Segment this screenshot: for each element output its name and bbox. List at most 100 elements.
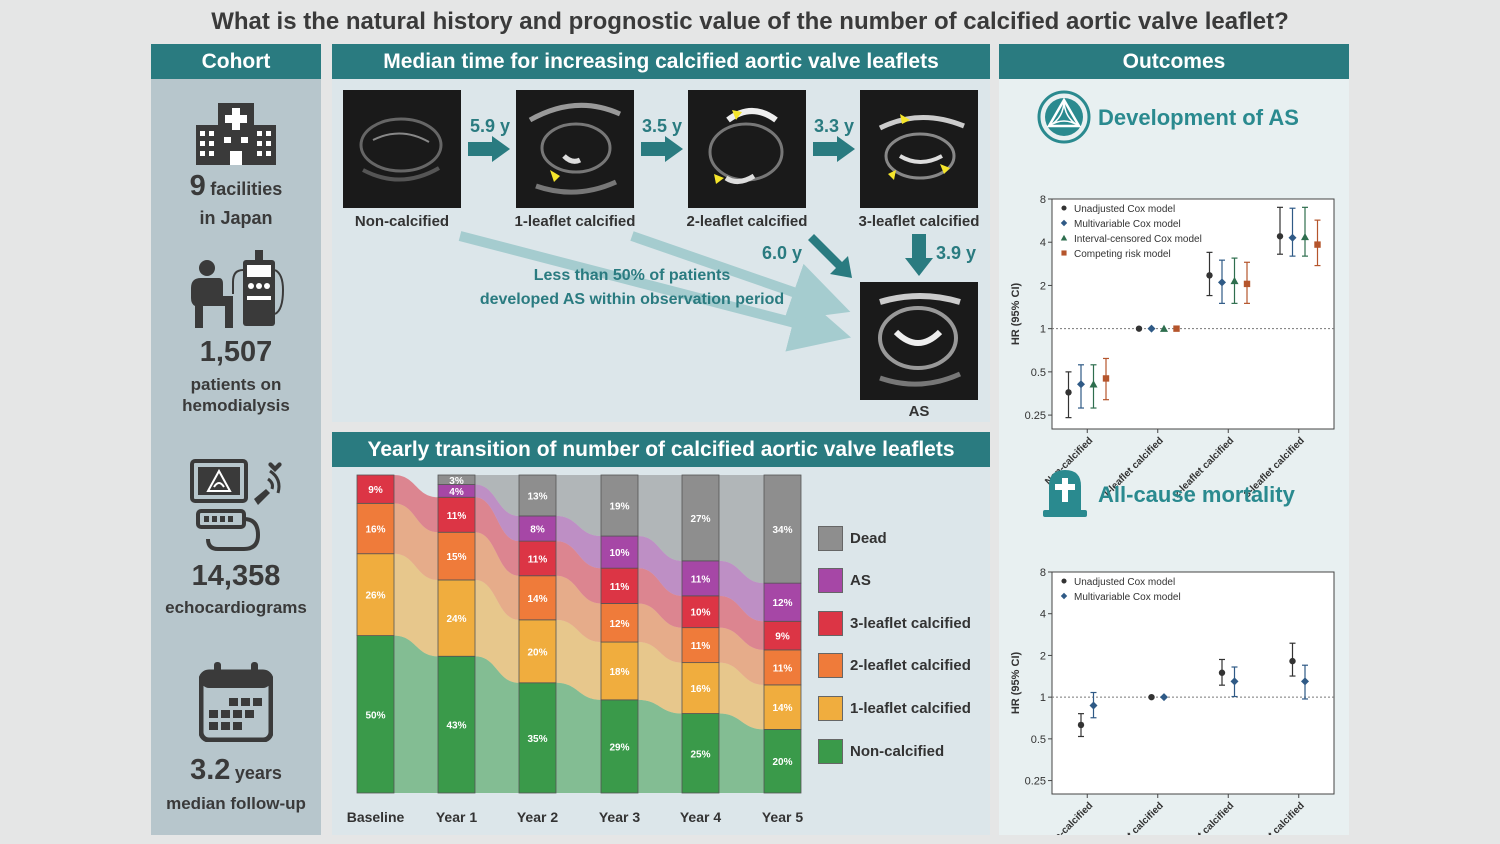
flow-0-1 (394, 553, 438, 657)
bar-segment-3-4 (600, 535, 639, 569)
as-legend-marker-2 (1060, 234, 1068, 241)
segment-label-3-3: 11% (610, 582, 630, 593)
time-label-0-1: 5.9 y (470, 116, 511, 136)
legend-item-5: Non-calcified (818, 737, 944, 765)
note-line-2: developed AS within observation period (479, 291, 785, 308)
mort-legend-marker-1 (1060, 592, 1068, 600)
mortality-outcome-title: All-cause mortality (1098, 482, 1295, 507)
mort-point-0-3 (1289, 657, 1296, 665)
yearly-header: Yearly transition of number of calcified… (332, 432, 990, 467)
flow-4-2 (719, 627, 764, 685)
legend-label-2: 3-leaflet calcified (850, 614, 971, 632)
bar-segment-4-4 (681, 560, 720, 597)
as-ytick-label-5: 8 (1040, 194, 1046, 206)
segment-label-5-2: 11% (773, 663, 793, 674)
legend-label-0: Dead (850, 529, 887, 547)
note-line-1: Less than 50% of patients (533, 267, 731, 284)
stage-label-0: Non-calcified (354, 213, 450, 230)
followup-label: median follow-up (166, 794, 306, 813)
mort-ytick-label-3: 2 (1040, 650, 1046, 662)
echo-image-as (860, 282, 978, 400)
as-legend-label-0: Unadjusted Cox model (1074, 204, 1175, 215)
bar-segment-4-0 (681, 713, 720, 794)
as-ytick-label-1: 0.5 (1031, 367, 1046, 379)
bar-segment-1-3 (437, 496, 476, 533)
segment-label-1-2: 15% (446, 552, 466, 563)
mort-ytick-label-1: 0.5 (1031, 734, 1046, 746)
mort-xtick-label-1: 1-leaflet calcified (1101, 800, 1166, 835)
legend-label-3: 2-leaflet calcified (850, 657, 971, 675)
segment-label-1-3: 11% (447, 511, 467, 522)
flow-1-4 (475, 484, 519, 542)
facilities-unit: facilities (210, 179, 283, 199)
segment-label-2-4: 8% (530, 525, 545, 536)
legend-swatch-3 (818, 653, 843, 679)
flow-0-0 (394, 635, 438, 793)
mort-point-1-1 (1160, 693, 1168, 702)
median-header: Median time for increasing calcified aor… (332, 44, 990, 79)
legend-label-4: 1-leaflet calcified (850, 699, 971, 717)
outcomes-header: Outcomes (999, 44, 1349, 79)
bar-segment-2-0 (518, 682, 557, 794)
time-label-1-2: 3.5 y (642, 116, 683, 136)
legend-swatch-0 (818, 525, 843, 551)
page-title: What is the natural history and prognost… (211, 8, 1289, 35)
segment-label-2-3: 11% (528, 554, 548, 565)
segment-label-0-0: 50% (365, 710, 385, 721)
segment-label-2-5: 13% (527, 491, 547, 502)
segment-label-5-3: 9% (775, 632, 790, 643)
progression-arrows (468, 136, 933, 278)
flow-1-0 (475, 656, 519, 793)
bar-segment-2-2 (518, 575, 557, 621)
alluvial-chart: 50% 26% 16% 9% Baseline 43% 24% 15% 11% 4%3% Year … (347, 474, 803, 825)
as-legend-label-2: Interval-censored Cox model (1074, 234, 1202, 245)
as-point-1-1 (1147, 324, 1156, 333)
year-label-1: Year 1 (436, 809, 477, 825)
flow-1-2 (475, 532, 519, 620)
flow-0-2 (394, 503, 438, 580)
mort-point-0-0 (1077, 721, 1085, 729)
bar-segment-2-1 (518, 619, 557, 684)
flow-2-5 (556, 475, 601, 537)
legend-label-5: Non-calcified (850, 742, 945, 760)
as-outcome-title: Development of AS (1098, 105, 1299, 130)
segment-label-3-0: 29% (609, 742, 629, 753)
segment-label-5-0: 20% (772, 757, 792, 768)
segment-label-3-5: 19% (609, 502, 629, 513)
flow-1-3 (475, 497, 519, 576)
segment-label-1-0: 43% (446, 721, 466, 732)
segment-label-0-2: 16% (365, 525, 385, 536)
mort-point-1-2 (1230, 677, 1239, 686)
as-legend-label-3: Competing risk model (1074, 249, 1171, 260)
cohort-header: Cohort (151, 44, 321, 79)
as-ytick-label-3: 2 (1040, 280, 1046, 292)
time-label-2-as: 6.0 y (762, 243, 803, 263)
as-legend-marker-3 (1061, 250, 1067, 256)
non-progression-note: Less than 50% of patients developed AS w… (442, 264, 822, 312)
segment-label-4-3: 10% (690, 608, 710, 619)
year-label-5: Year 5 (762, 809, 803, 825)
legend-swatch-4 (818, 695, 843, 721)
as-point-0-2 (1206, 272, 1213, 279)
segment-label-4-5: 27% (690, 514, 710, 525)
bar-segment-5-4 (763, 582, 802, 622)
median-time-panel: Median time for increasing calcified aor… (332, 44, 990, 422)
year-label-2: Year 2 (517, 809, 558, 825)
bar-segment-0-0 (356, 635, 395, 794)
segment-label-1-1: 24% (446, 614, 466, 625)
mort-point-1-0 (1089, 701, 1098, 710)
followup-unit: years (234, 763, 282, 783)
segment-label-2-0: 35% (527, 734, 547, 745)
bar-segment-1-1 (437, 579, 476, 657)
mort-legend-marker-0 (1061, 578, 1067, 584)
mort-xtick-label-2: 2-leaflet calcified (1172, 800, 1237, 835)
flow-1-5 (475, 475, 519, 516)
segment-label-0-3: 9% (368, 485, 383, 496)
mort-ytick-label-2: 1 (1040, 692, 1046, 704)
year-label-0: Baseline (347, 809, 405, 825)
bar-segment-2-5 (518, 474, 557, 517)
stage-label-2: 2-leaflet calcified (686, 213, 808, 230)
flow-3-1 (638, 642, 682, 714)
bar-segment-5-0 (763, 728, 802, 794)
mort-xtick-label-0: Non-calcified (1043, 800, 1095, 835)
